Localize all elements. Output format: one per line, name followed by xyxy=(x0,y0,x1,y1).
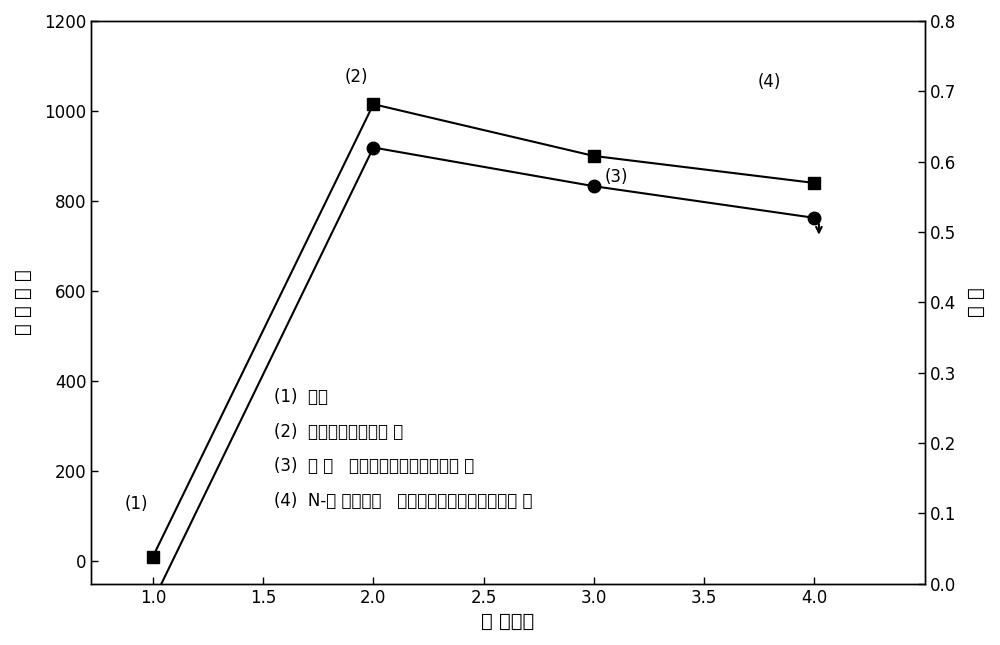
Text: (2)  超高交联型吸附树 脂: (2) 超高交联型吸附树 脂 xyxy=(274,422,403,441)
Y-axis label: 比 表 面 积: 比 表 面 积 xyxy=(14,270,33,335)
Text: (3)  甲 胺   修饰的超高交联型吸附树 脂: (3) 甲 胺 修饰的超高交联型吸附树 脂 xyxy=(274,457,474,475)
Text: (3): (3) xyxy=(605,168,628,186)
Y-axis label: 孔 容: 孔 容 xyxy=(967,288,986,317)
X-axis label: 树 脂类别: 树 脂类别 xyxy=(481,612,535,631)
Text: (1)  氯球: (1) 氯球 xyxy=(274,388,328,406)
Text: (1): (1) xyxy=(124,495,148,513)
Text: (4)  N-甲 基乙酰胺   基修饰的超高交联型吸附树 脂: (4) N-甲 基乙酰胺 基修饰的超高交联型吸附树 脂 xyxy=(274,492,533,510)
Text: (2): (2) xyxy=(345,68,368,86)
Text: (4): (4) xyxy=(757,73,781,91)
